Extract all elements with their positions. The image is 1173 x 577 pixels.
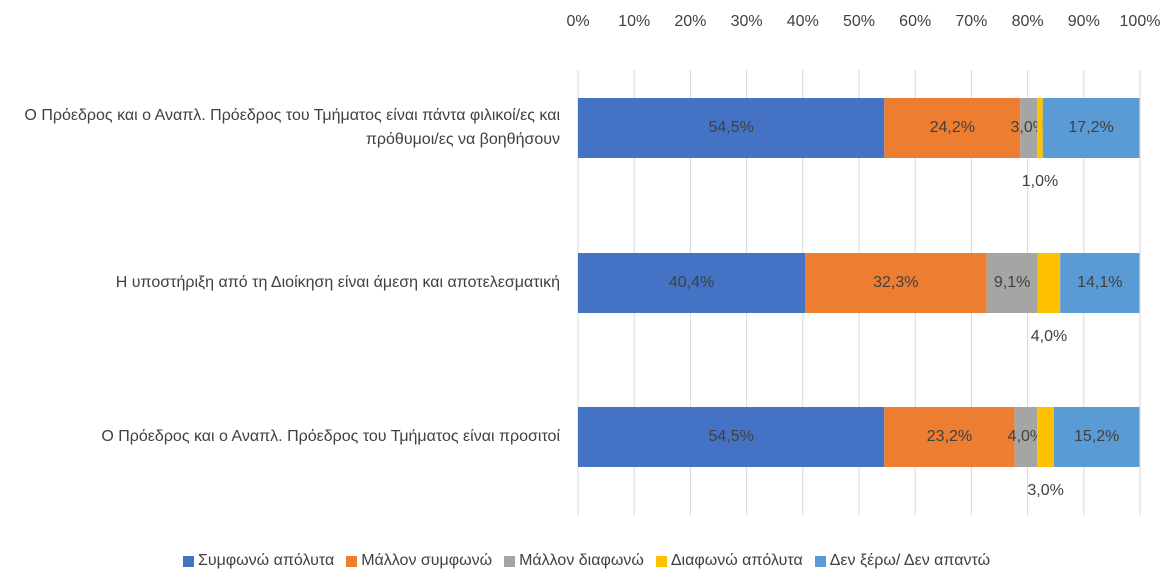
- category-label: Η υποστήριξη από τη Διοίκηση είναι άμεση…: [115, 274, 560, 291]
- bar-segment: [578, 98, 885, 158]
- data-label: 1,0%: [1022, 173, 1058, 190]
- data-label: 32,3%: [873, 274, 918, 291]
- x-tick-label: 30%: [731, 13, 763, 30]
- x-tick-label: 80%: [1012, 13, 1044, 30]
- x-tick-label: 10%: [618, 13, 650, 30]
- category-label: Ο Πρόεδρος και ο Αναπλ. Πρόεδρος του Τμή…: [24, 107, 560, 148]
- data-label: 3,0%: [1027, 482, 1063, 499]
- x-tick-label: 0%: [566, 13, 589, 30]
- data-label: 9,1%: [994, 274, 1030, 291]
- x-tick-label: 70%: [955, 13, 987, 30]
- legend-label: Δεν ξέρω/ Δεν απαντώ: [829, 552, 991, 569]
- legend-item: Συμφωνώ απόλυτα: [182, 552, 335, 570]
- legend-label: Μάλλον διαφωνώ: [519, 552, 644, 569]
- legend-item: Μάλλον διαφωνώ: [504, 552, 644, 570]
- legend-label: Μάλλον συμφωνώ: [361, 552, 493, 569]
- bar-segment: [1020, 98, 1038, 158]
- data-label: 54,5%: [708, 428, 753, 445]
- data-label: 23,2%: [927, 428, 972, 445]
- x-tick-label: 50%: [843, 13, 875, 30]
- x-tick-label: 40%: [787, 13, 819, 30]
- bar-segment: [986, 253, 1038, 313]
- bar-segment: [1060, 253, 1140, 313]
- bar-segment: [1037, 98, 1043, 158]
- legend-item: Δεν ξέρω/ Δεν απαντώ: [814, 552, 991, 570]
- legend-swatch: [814, 555, 826, 567]
- category-label: Ο Πρόεδρος και ο Αναπλ. Πρόεδρος του Τμή…: [101, 428, 560, 445]
- bar-segment: [805, 253, 987, 313]
- bar-segment: [884, 98, 1021, 158]
- x-tick-label: 60%: [899, 13, 931, 30]
- data-label: 40,4%: [669, 274, 714, 291]
- bar-segment: [1054, 407, 1140, 467]
- legend-label: Συμφωνώ απόλυτα: [197, 552, 335, 569]
- legend-item: Διαφωνώ απόλυτα: [655, 552, 803, 570]
- legend-item: Μάλλον συμφωνώ: [346, 552, 492, 570]
- bar-segment: [578, 407, 885, 467]
- legend-swatch: [655, 555, 667, 567]
- bar-segment: [1042, 98, 1140, 158]
- data-label: 17,2%: [1068, 119, 1113, 136]
- bar-segment: [578, 253, 806, 313]
- legend-swatch: [346, 555, 358, 567]
- x-tick-label: 90%: [1068, 13, 1100, 30]
- bar-segment: [1014, 407, 1038, 467]
- data-label: 15,2%: [1074, 428, 1119, 445]
- bar-segment: [1037, 253, 1061, 313]
- legend-swatch: [504, 555, 516, 567]
- legend-label: Διαφωνώ απόλυτα: [670, 552, 803, 569]
- data-label: 14,1%: [1077, 274, 1122, 291]
- bar-segment: [1037, 407, 1055, 467]
- legend-swatch: [182, 555, 194, 567]
- data-label: 4,0%: [1008, 428, 1044, 445]
- bar-segment: [884, 407, 1015, 467]
- x-tick-label: 100%: [1120, 13, 1161, 30]
- legend: Συμφωνώ απόλυτα Μάλλον συμφωνώ Μάλλον διαφ…: [0, 552, 1173, 570]
- data-label: 54,5%: [708, 119, 753, 136]
- data-label: 4,0%: [1031, 328, 1067, 345]
- data-label: 24,2%: [930, 119, 975, 136]
- x-tick-label: 20%: [674, 13, 706, 30]
